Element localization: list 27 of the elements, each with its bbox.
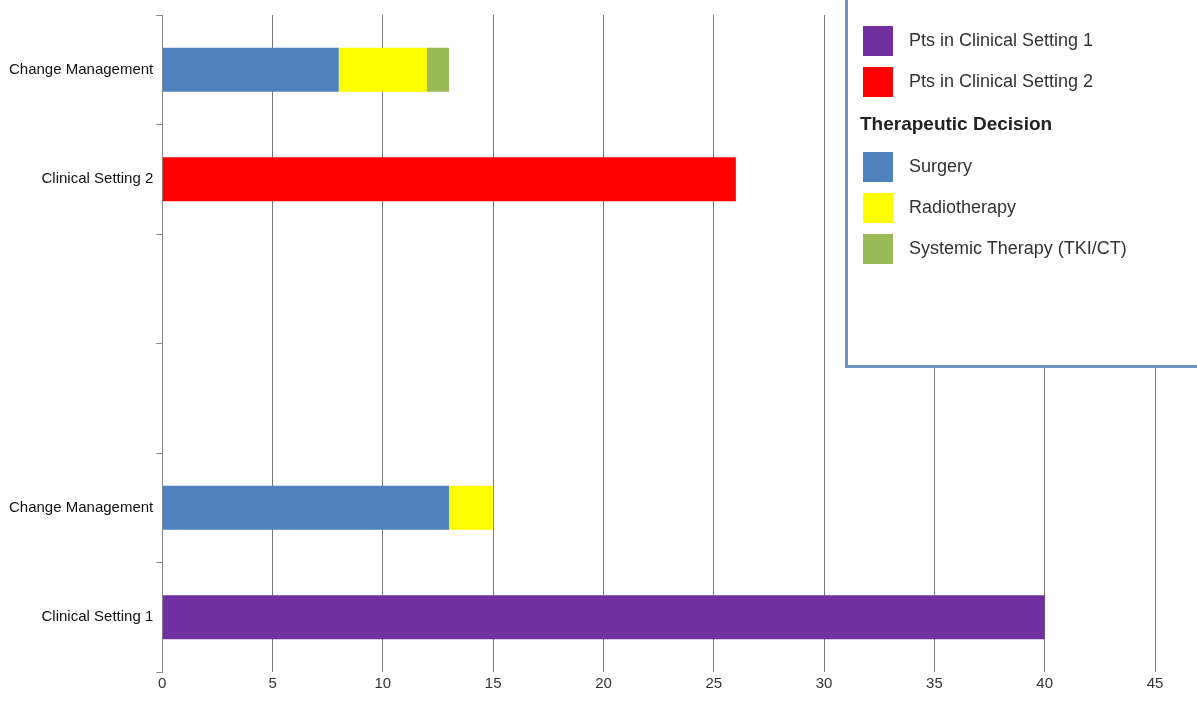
bar [426, 47, 450, 92]
bar [162, 47, 339, 92]
y-tick-label: Change Management [9, 59, 155, 77]
x-tick-label: 10 [374, 674, 392, 692]
bar [162, 595, 1045, 640]
x-tick-label: 0 [158, 674, 167, 692]
legend-label: Pts in Clinical Setting 1 [909, 30, 1094, 51]
x-tick-label: 45 [1146, 674, 1164, 692]
legend-label: Systemic Therapy (TKI/CT) [909, 238, 1127, 259]
x-tick-label: 40 [1036, 674, 1054, 692]
bar [338, 47, 427, 92]
x-tick-label: 30 [815, 674, 833, 692]
legend-label: Radiotherapy [909, 197, 1017, 218]
x-tick-label: 5 [268, 674, 277, 692]
y-tick-label: Change Management [9, 497, 155, 515]
legend-label: Pts in Clinical Setting 2 [909, 71, 1094, 92]
x-tick-label: 25 [705, 674, 723, 692]
legend-label: Surgery [909, 156, 973, 177]
bar [162, 485, 450, 530]
x-tick-label: 35 [926, 674, 943, 692]
x-tick-label: 20 [595, 674, 612, 692]
legend-title: Therapeutic Decision [860, 112, 1054, 136]
x-tick-label: 15 [484, 674, 502, 692]
y-tick-label: Clinical Setting 2 [41, 169, 154, 187]
bar [162, 157, 736, 202]
bar [449, 485, 494, 530]
y-tick-label: Clinical Setting 1 [41, 607, 154, 625]
